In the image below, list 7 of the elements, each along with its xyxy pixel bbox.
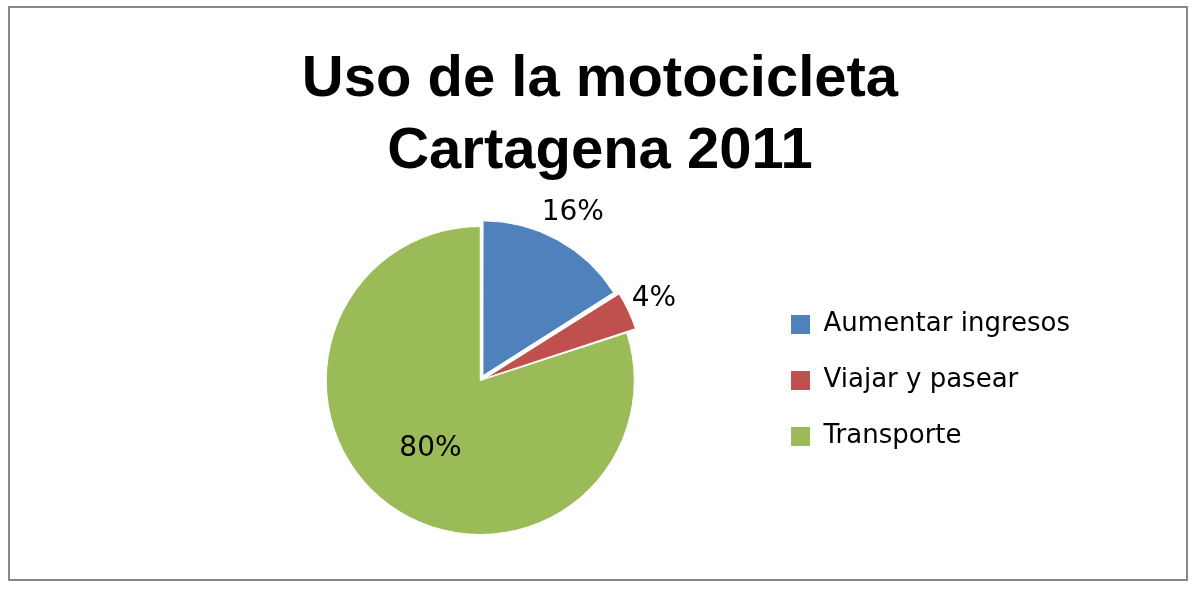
data-label: 4% bbox=[631, 280, 677, 314]
data-label: 80% bbox=[399, 430, 462, 464]
legend-label: Aumentar ingresos bbox=[823, 307, 1070, 338]
data-label: 16% bbox=[541, 193, 604, 227]
legend-label: Viajar y pasear bbox=[823, 363, 1019, 394]
chart-title: Uso de la motocicleta Cartagena 2011 bbox=[300, 42, 900, 182]
legend-label: Transporte bbox=[822, 419, 962, 450]
